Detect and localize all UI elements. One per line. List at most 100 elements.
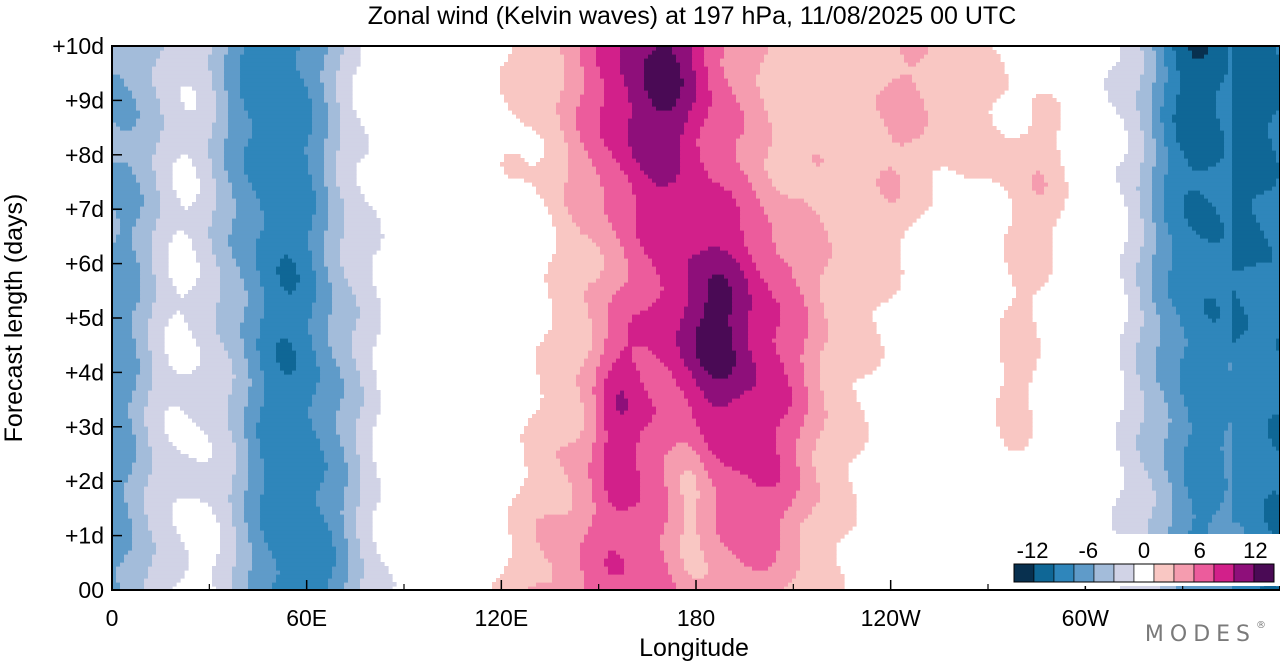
heatmap-cell [228,106,245,111]
heatmap-cell [660,274,689,279]
heatmap-cell [272,586,329,591]
heatmap-cell [568,178,601,183]
heatmap-cell [520,490,573,495]
heatmap-cell [336,546,349,551]
heatmap-cell [576,118,601,123]
heatmap-cell [748,338,773,343]
heatmap-cell [304,78,321,83]
heatmap-cell [1152,126,1165,131]
heatmap-cell [1224,430,1233,435]
heatmap-cell [592,330,609,335]
heatmap-cell [504,98,561,103]
heatmap-cell [1160,114,1173,119]
heatmap-cell [244,494,261,499]
heatmap-cell [324,162,337,167]
heatmap-cell [1152,118,1161,123]
heatmap-cell [324,150,337,155]
heatmap-cell [600,70,621,75]
heatmap-cell [112,294,141,299]
heatmap-cell [196,278,221,283]
heatmap-cell [564,54,581,59]
heatmap-cell [252,542,269,547]
heatmap-cell [576,378,597,383]
heatmap-cell [1204,194,1233,199]
heatmap-cell [544,394,581,399]
heatmap-cell [112,362,141,367]
heatmap-cell [1160,586,1177,591]
heatmap-cell [1172,238,1209,243]
heatmap-cell [228,126,253,131]
heatmap-cell [604,470,641,475]
heatmap-cell [560,50,581,55]
heatmap-cell [880,90,921,95]
heatmap-cell [1184,214,1221,219]
heatmap-cell [1228,54,1233,59]
heatmap-cell [112,102,137,107]
heatmap-cell [180,406,229,411]
heatmap-cell [116,578,145,583]
heatmap-cell [704,118,745,123]
heatmap-cell [332,574,349,579]
heatmap-cell [132,526,149,531]
heatmap-cell [668,490,681,495]
heatmap-cell [256,338,281,343]
heatmap-cell [772,230,829,235]
heatmap-cell [644,66,681,71]
heatmap-cell [1232,222,1261,227]
heatmap-cell [196,194,217,199]
heatmap-cell [700,458,721,463]
heatmap-cell [600,174,629,179]
heatmap-cell [1144,234,1157,239]
heatmap-cell [336,182,357,187]
heatmap-cell [820,350,885,355]
heatmap-cell [1156,306,1177,311]
heatmap-cell [1220,314,1233,319]
heatmap-cell [832,242,901,247]
heatmap-cell [612,362,637,367]
heatmap-cell [564,58,581,63]
heatmap-cell [804,298,821,303]
heatmap-cell [780,310,809,315]
heatmap-cell [568,154,589,159]
heatmap-cell [1172,494,1189,499]
heatmap-cell [156,142,209,147]
heatmap-cell [684,494,701,499]
heatmap-cell [824,426,869,431]
heatmap-cell [1136,90,1153,95]
heatmap-cell [220,546,237,551]
heatmap-cell [256,346,277,351]
heatmap-cell [356,438,373,443]
heatmap-cell [1036,94,1053,99]
heatmap-cell [1232,438,1273,443]
heatmap-cell [744,242,777,247]
heatmap-cell [744,122,773,127]
heatmap-cell [1136,278,1153,283]
heatmap-cell [1268,242,1280,247]
heatmap-cell [1272,414,1280,419]
heatmap-cell [112,526,133,531]
heatmap-cell [696,450,713,455]
heatmap-cell [228,178,249,183]
heatmap-cell [604,390,621,395]
heatmap-cell [580,54,597,59]
heatmap-cell [240,54,297,59]
heatmap-cell [580,430,597,435]
heatmap-cell [600,134,629,139]
heatmap-cell [752,258,785,263]
heatmap-cell [112,278,141,283]
heatmap-cell [1116,174,1141,179]
heatmap-cell [1156,242,1173,247]
heatmap-cell [716,514,785,519]
heatmap-cell [584,418,597,423]
heatmap-cell [1116,422,1141,427]
heatmap-cell [900,50,929,55]
heatmap-cell [1172,498,1193,503]
heatmap-cell [1164,454,1185,459]
heatmap-cell [1032,186,1045,191]
heatmap-cell [608,490,641,495]
heatmap-cell [344,266,373,271]
heatmap-cell [568,478,593,483]
heatmap-cell [600,118,629,123]
heatmap-cell [112,106,137,111]
heatmap-cell [1168,430,1193,435]
